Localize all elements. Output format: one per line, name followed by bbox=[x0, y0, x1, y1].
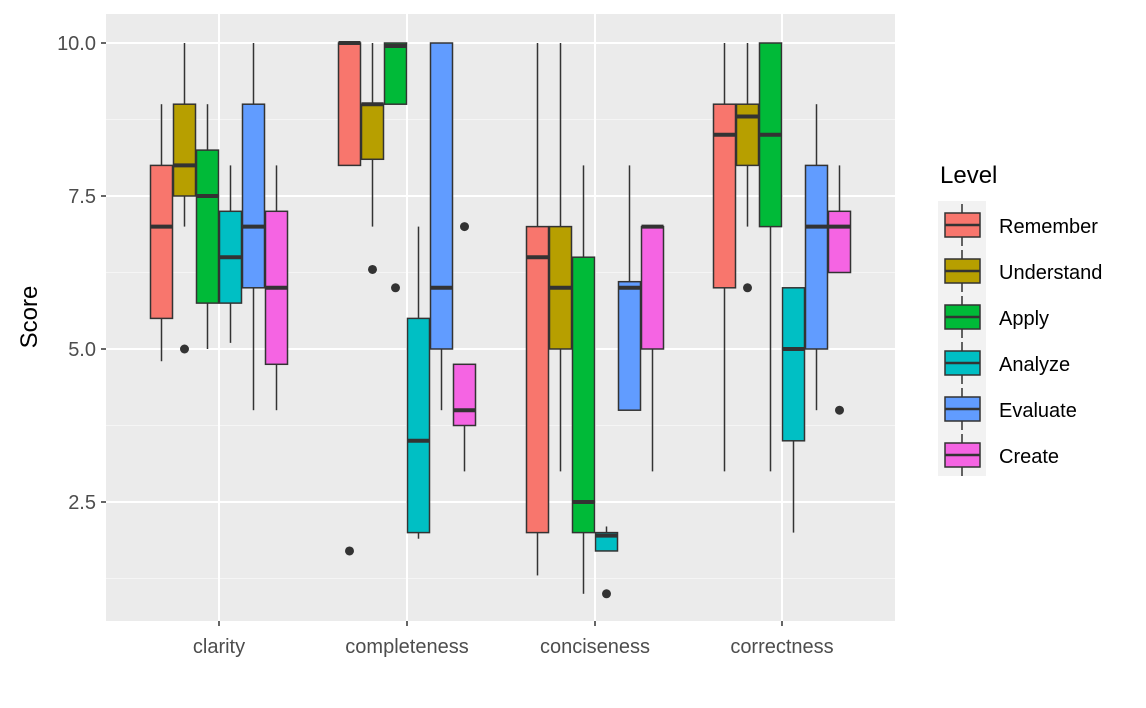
box-body bbox=[383, 42, 408, 105]
box-body bbox=[337, 42, 362, 167]
legend-label: Understand bbox=[999, 262, 1102, 284]
series-create bbox=[264, 165, 852, 472]
box-evaluate-completeness bbox=[429, 42, 454, 411]
box-apply-clarity bbox=[195, 104, 220, 349]
box-create-clarity bbox=[264, 165, 289, 411]
box-body bbox=[804, 164, 829, 350]
box-body bbox=[452, 363, 477, 427]
legend-title: Level bbox=[940, 162, 997, 189]
box-remember-correctness bbox=[712, 43, 737, 472]
legend-key-background bbox=[938, 201, 986, 476]
box-body bbox=[617, 280, 642, 411]
series-remember bbox=[149, 41, 737, 576]
x-axis: clarity completeness conciseness correctnes… bbox=[193, 621, 834, 658]
box-body bbox=[571, 256, 596, 534]
box-body bbox=[827, 210, 852, 274]
outlier-point bbox=[345, 546, 354, 556]
legend-item-analyze: Analyze bbox=[944, 342, 1070, 384]
box-body bbox=[406, 317, 431, 534]
box-apply-conciseness bbox=[571, 165, 596, 594]
box-understand-correctness bbox=[735, 43, 760, 293]
box-body bbox=[429, 42, 454, 350]
series-evaluate bbox=[241, 42, 829, 411]
box-analyze-clarity bbox=[218, 165, 243, 343]
box-series bbox=[149, 41, 852, 599]
legend-item-understand: Understand bbox=[944, 250, 1102, 292]
box-body bbox=[735, 103, 760, 167]
box-remember-clarity bbox=[149, 104, 174, 362]
box-create-conciseness bbox=[640, 224, 665, 472]
box-understand-completeness bbox=[360, 43, 385, 274]
x-tick-label: completeness bbox=[345, 636, 468, 658]
box-body bbox=[172, 103, 197, 197]
box-analyze-completeness bbox=[406, 226, 431, 539]
series-analyze bbox=[218, 165, 806, 599]
outlier-point bbox=[835, 405, 844, 415]
legend-label: Remember bbox=[999, 216, 1098, 238]
outlier-point bbox=[602, 589, 611, 599]
outlier-point bbox=[460, 222, 469, 232]
y-axis: 2.5 5.0 7.5 10.0 bbox=[57, 33, 106, 514]
legend-label: Apply bbox=[999, 308, 1049, 330]
legend: Level Remember Understand Apply Analyze Eval… bbox=[938, 162, 1102, 476]
y-tick-label: 7.5 bbox=[68, 186, 96, 208]
legend-item-create: Create bbox=[944, 434, 1059, 476]
box-body bbox=[195, 149, 220, 304]
outlier-point bbox=[391, 283, 400, 293]
y-tick-label: 2.5 bbox=[68, 492, 96, 514]
legend-label: Analyze bbox=[999, 354, 1070, 376]
box-body bbox=[241, 103, 266, 289]
box-remember-conciseness bbox=[525, 43, 550, 576]
y-tick-label: 5.0 bbox=[68, 339, 96, 361]
series-apply bbox=[195, 42, 783, 594]
x-tick-label: clarity bbox=[193, 636, 245, 658]
legend-item-apply: Apply bbox=[944, 296, 1049, 338]
x-tick-label: correctness bbox=[730, 636, 833, 658]
y-axis-title: Score bbox=[16, 286, 43, 349]
outlier-point bbox=[743, 283, 752, 293]
outlier-point bbox=[180, 344, 189, 354]
box-analyze-conciseness bbox=[594, 526, 619, 599]
box-understand-clarity bbox=[172, 43, 197, 354]
box-create-completeness bbox=[452, 222, 477, 472]
box-body bbox=[149, 164, 174, 320]
box-evaluate-clarity bbox=[241, 43, 266, 411]
box-body bbox=[525, 225, 550, 534]
box-remember-completeness bbox=[337, 41, 362, 556]
box-apply-correctness bbox=[758, 42, 783, 472]
legend-item-evaluate: Evaluate bbox=[944, 388, 1077, 430]
series-understand bbox=[172, 43, 760, 472]
box-body bbox=[640, 225, 665, 350]
y-tick-label: 10.0 bbox=[57, 33, 96, 55]
legend-label: Create bbox=[999, 446, 1059, 468]
box-evaluate-conciseness bbox=[617, 165, 642, 411]
box-evaluate-correctness bbox=[804, 104, 829, 411]
box-understand-conciseness bbox=[548, 43, 573, 472]
box-apply-completeness bbox=[383, 42, 408, 293]
box-body bbox=[360, 103, 385, 161]
x-tick-label: conciseness bbox=[540, 636, 650, 658]
box-create-correctness bbox=[827, 165, 852, 415]
legend-item-remember: Remember bbox=[944, 204, 1098, 246]
outlier-point bbox=[368, 264, 377, 274]
box-body bbox=[712, 103, 737, 289]
box-body bbox=[781, 287, 806, 442]
box-analyze-correctness bbox=[781, 287, 806, 533]
legend-label: Evaluate bbox=[999, 400, 1077, 422]
